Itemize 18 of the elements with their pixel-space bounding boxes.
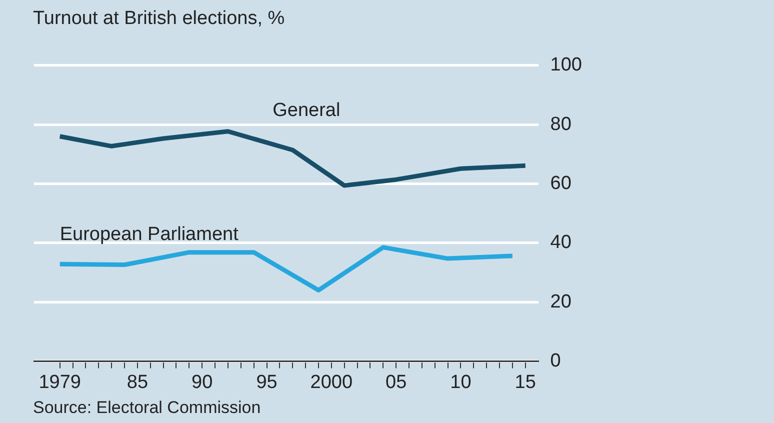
x-tick-label: 05 bbox=[385, 372, 407, 393]
x-tick-label: 1979 bbox=[38, 372, 81, 393]
y-tick-label: 100 bbox=[550, 54, 582, 76]
source-note: Source: Electoral Commission bbox=[33, 398, 261, 418]
x-tick-label: 95 bbox=[256, 372, 278, 393]
y-tick-label: 20 bbox=[550, 291, 572, 312]
series-label: European Parliament bbox=[60, 224, 240, 246]
x-tick-label: 85 bbox=[126, 372, 148, 393]
y-tick-label: 0 bbox=[550, 350, 561, 372]
x-tick-label: 90 bbox=[192, 372, 213, 393]
x-tick-label: 2000 bbox=[310, 372, 353, 393]
chart-title: Turnout at British elections, % bbox=[33, 8, 285, 30]
y-tick-label: 40 bbox=[550, 232, 572, 254]
y-tick-label: 60 bbox=[550, 172, 572, 194]
x-tick-label: 15 bbox=[514, 372, 536, 393]
y-tick-label: 80 bbox=[550, 114, 572, 135]
series-label: General bbox=[272, 100, 340, 121]
x-tick-label: 10 bbox=[450, 372, 472, 393]
